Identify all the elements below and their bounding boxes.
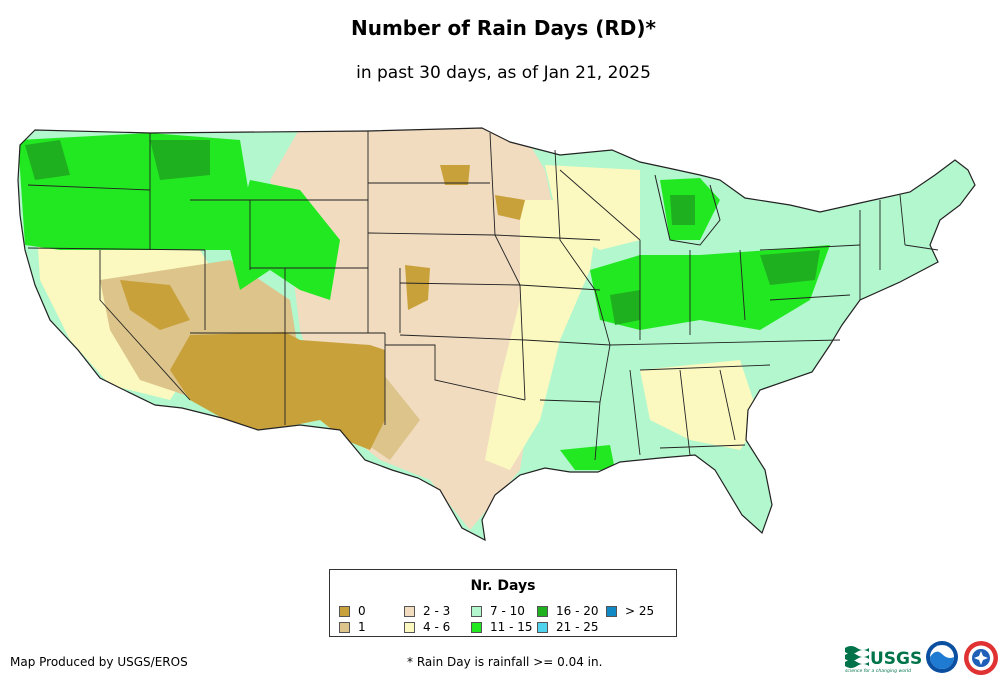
zone-16-20-indiana xyxy=(610,290,640,325)
legend-label: 11 - 15 xyxy=(490,620,533,634)
legend: Nr. Days 0 1 2 - 3 4 - 6 7 - 10 11 - 15 … xyxy=(329,569,677,637)
map-credit: Map Produced by USGS/EROS xyxy=(10,655,188,669)
zone-4-6-southeast xyxy=(640,360,760,450)
zone-16-20-mich xyxy=(670,195,695,225)
legend-title: Nr. Days xyxy=(470,578,536,594)
legend-label: 4 - 6 xyxy=(423,620,451,634)
legend-swatch xyxy=(471,621,482,633)
legend-item-1: 1 xyxy=(339,620,366,634)
state-borders xyxy=(17,127,976,542)
legend-label: 16 - 20 xyxy=(556,604,599,618)
usgs-tagline: science for a changing world xyxy=(845,668,911,674)
legend-label: 7 - 10 xyxy=(490,604,525,618)
legend-item-16-20: 16 - 20 xyxy=(537,604,599,618)
legend-swatch xyxy=(471,605,482,617)
legend-swatch xyxy=(339,621,350,633)
nws-logo xyxy=(964,641,998,675)
legend-item-21-25: 21 - 25 xyxy=(537,620,599,634)
usgs-wordmark: USGS xyxy=(870,649,922,669)
legend-swatch xyxy=(404,605,415,617)
noaa-wordmark: NOAA xyxy=(936,644,947,649)
legend-item-2-3: 2 - 3 xyxy=(404,604,450,618)
legend-label: 0 xyxy=(358,604,366,618)
zone-4-6-plains-east xyxy=(485,200,600,470)
zone-16-20-pa xyxy=(760,250,820,285)
legend-swatch xyxy=(537,621,548,633)
legend-swatch xyxy=(606,605,617,617)
zone-0-plains-spots xyxy=(495,195,525,220)
legend-swatch xyxy=(537,605,548,617)
zone-0-southwest xyxy=(170,332,385,450)
legend-label: > 25 xyxy=(625,604,655,618)
map-subtitle: in past 30 days, as of Jan 21, 2025 xyxy=(356,63,651,83)
zone-0-nevada xyxy=(120,280,190,330)
zone-16-20-idaho xyxy=(150,140,210,180)
legend-swatch xyxy=(404,621,415,633)
usgs-logo: USGS science for a changing world xyxy=(845,646,922,674)
legend-item-4-6: 4 - 6 xyxy=(404,620,450,634)
rain-day-zones xyxy=(18,128,830,530)
rain-days-map xyxy=(17,127,976,542)
zone-4-6-upper-midwest xyxy=(545,165,640,250)
zone-11-15-gulf-spot xyxy=(560,445,615,470)
legend-swatch xyxy=(339,605,350,617)
legend-label: 1 xyxy=(358,620,366,634)
zone-11-15-rockies xyxy=(230,180,340,300)
legend-item-7-10: 7 - 10 xyxy=(471,604,525,618)
zone-16-20-olympic xyxy=(25,140,70,180)
legend-label: 2 - 3 xyxy=(423,604,451,618)
noaa-logo: NOAA xyxy=(926,641,958,673)
rain-day-footnote: * Rain Day is rainfall >= 0.04 in. xyxy=(407,655,603,669)
map-title: Number of Rain Days (RD)* xyxy=(350,16,656,40)
legend-item-0: 0 xyxy=(339,604,366,618)
legend-item-gt-25: > 25 xyxy=(606,604,654,618)
legend-item-11-15: 11 - 15 xyxy=(471,620,533,634)
legend-label: 21 - 25 xyxy=(556,620,599,634)
